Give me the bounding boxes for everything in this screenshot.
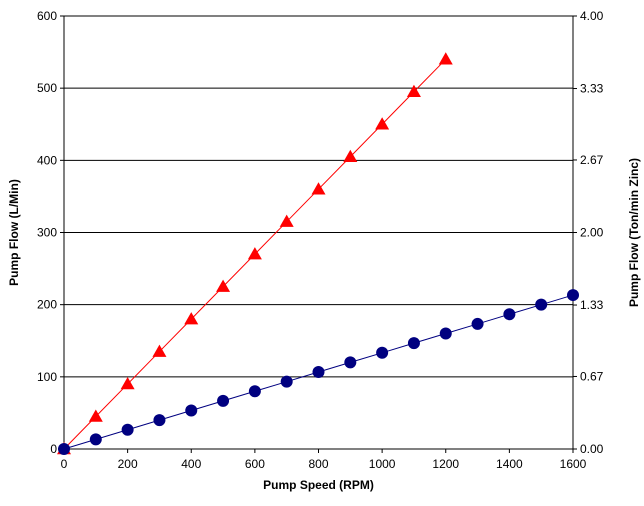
data-point-triangle bbox=[343, 149, 358, 162]
data-point-triangle bbox=[88, 409, 103, 422]
data-point-circle bbox=[407, 337, 420, 350]
data-point-circle bbox=[503, 308, 516, 321]
data-point-circle bbox=[439, 327, 452, 340]
y2-axis-title: Pump Flow (Ton/min Zinc) bbox=[627, 158, 641, 307]
data-point-circle bbox=[344, 356, 357, 369]
x-tick-label: 1400 bbox=[496, 457, 523, 471]
series-layer bbox=[57, 52, 579, 455]
y2-tick-label: 0.00 bbox=[580, 442, 604, 456]
axes bbox=[60, 15, 577, 453]
data-point-circle bbox=[567, 289, 579, 302]
tick-labels: 0 100 200 300 400 500 600 0.00 0.67 1.33 2.00 2.67 3… bbox=[37, 9, 604, 471]
x-tick-label: 200 bbox=[118, 457, 138, 471]
data-point-triangle bbox=[120, 377, 135, 390]
y-tick-label: 200 bbox=[37, 298, 57, 312]
data-point-triangle bbox=[184, 312, 199, 325]
x-tick-label: 1200 bbox=[432, 457, 459, 471]
data-point-circle bbox=[58, 443, 70, 455]
y2-tick-label: 2.67 bbox=[580, 153, 604, 167]
data-point-circle bbox=[89, 433, 102, 446]
data-point-circle bbox=[280, 375, 293, 388]
data-point-triangle bbox=[311, 182, 326, 195]
data-point-triangle bbox=[375, 117, 390, 130]
data-point-circle bbox=[217, 394, 230, 407]
series-1 bbox=[58, 289, 579, 455]
x-tick-label: 0 bbox=[61, 457, 68, 471]
data-point-circle bbox=[535, 298, 548, 311]
data-point-circle bbox=[312, 365, 325, 378]
y-tick-label: 400 bbox=[37, 153, 57, 167]
data-point-circle bbox=[185, 404, 198, 417]
data-point-circle bbox=[121, 423, 134, 436]
y2-tick-label: 2.00 bbox=[580, 226, 604, 240]
y-tick-label: 300 bbox=[37, 226, 57, 240]
data-point-circle bbox=[471, 317, 484, 330]
data-point-circle bbox=[153, 414, 166, 427]
y-tick-label: 600 bbox=[37, 9, 57, 23]
data-point-circle bbox=[376, 346, 389, 359]
y2-tick-label: 3.33 bbox=[580, 82, 604, 96]
x-tick-label: 400 bbox=[181, 457, 201, 471]
y-tick-label: 500 bbox=[37, 81, 57, 95]
y-tick-label: 100 bbox=[37, 370, 57, 384]
y2-tick-label: 4.00 bbox=[580, 9, 604, 23]
data-point-triangle bbox=[279, 214, 294, 227]
y-axis-title: Pump Flow (L/Min) bbox=[7, 179, 21, 286]
data-point-triangle bbox=[152, 344, 167, 357]
data-point-triangle bbox=[247, 247, 262, 260]
x-tick-label: 800 bbox=[308, 457, 328, 471]
y2-tick-label: 0.67 bbox=[580, 369, 604, 383]
x-tick-label: 600 bbox=[245, 457, 265, 471]
gridlines bbox=[64, 15, 573, 378]
x-tick-label: 1600 bbox=[560, 457, 587, 471]
y2-tick-label: 1.33 bbox=[580, 298, 604, 312]
data-point-triangle bbox=[406, 84, 421, 98]
data-point-triangle bbox=[438, 52, 453, 65]
data-point-triangle bbox=[216, 279, 231, 292]
x-axis-title: Pump Speed (RPM) bbox=[263, 478, 374, 492]
y-tick-label: 0 bbox=[50, 442, 57, 456]
data-point-circle bbox=[248, 385, 261, 398]
x-tick-label: 1000 bbox=[369, 457, 396, 471]
